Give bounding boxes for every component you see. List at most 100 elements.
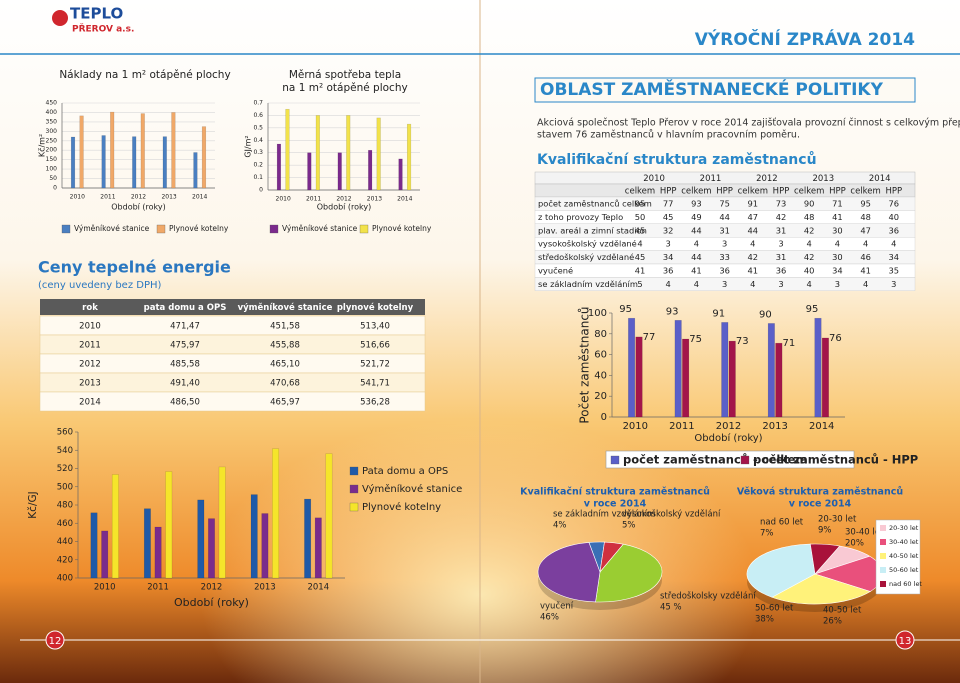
- legend-swatch: [880, 539, 886, 545]
- legend-label: Plynové kotelny: [169, 224, 229, 233]
- table-cell: 45: [635, 252, 646, 262]
- table-cell: 48: [804, 212, 815, 222]
- chart-title: v roce 2014: [584, 499, 647, 510]
- pie-label: vysokoškolský vzdělání: [622, 509, 721, 520]
- x-tick-label: 2010: [623, 421, 648, 432]
- legend-label: počet zaměstnanců - HPP: [753, 453, 918, 467]
- bar: [218, 466, 226, 579]
- x-tick-label: 2010: [70, 194, 85, 201]
- legend-label: 20-30 let: [889, 524, 919, 532]
- legend-swatch: [349, 484, 359, 494]
- y-tick-label: 0.4: [253, 137, 263, 144]
- x-tick-label: 2013: [161, 194, 176, 201]
- table-cell: 48: [860, 212, 871, 222]
- table-cell: 4: [863, 239, 868, 249]
- bar: [276, 143, 282, 191]
- report-title: VÝROČNÍ ZPRÁVA 2014: [695, 28, 915, 50]
- y-tick-label: 0: [601, 412, 607, 423]
- x-tick-label: 2010: [94, 583, 116, 593]
- table-cell: 45: [635, 225, 646, 235]
- table-cell: 4: [835, 239, 840, 249]
- y-tick-label: 60: [594, 350, 607, 361]
- bar: [775, 342, 783, 418]
- table-header: pata domu a OPS: [144, 303, 227, 313]
- bar: [201, 126, 207, 189]
- x-axis-title: Období (roky): [111, 203, 166, 212]
- table-cell: 35: [889, 266, 900, 276]
- data-label: 95: [619, 304, 632, 315]
- table-cell: 471,47: [170, 322, 200, 332]
- bar: [285, 108, 290, 191]
- table-cell: 3: [666, 239, 671, 249]
- y-axis-title: Počet zaměstnanců: [578, 306, 592, 423]
- legend-swatch: [156, 224, 166, 234]
- bar: [154, 526, 162, 579]
- pie-label: 40-50 let: [823, 606, 862, 616]
- y-tick-label: 40: [594, 370, 607, 381]
- table-cell: 2011: [79, 341, 101, 351]
- x-tick-label: 2012: [201, 583, 223, 593]
- y-tick-label: 0.7: [253, 100, 263, 107]
- table-cell: 36: [719, 266, 730, 276]
- bar: [79, 115, 84, 189]
- page-number: 13: [899, 636, 912, 647]
- pie-label: 20-30 let: [818, 515, 857, 525]
- table-cell: 90: [804, 199, 815, 209]
- pie-slice: [595, 543, 663, 603]
- bar: [171, 112, 176, 189]
- bar: [682, 338, 690, 418]
- bar: [250, 494, 258, 579]
- legend-swatch: [269, 224, 279, 234]
- pie-label: se základním vzděláním: [553, 510, 655, 520]
- legend-swatch: [880, 581, 886, 587]
- table-cell: 4: [637, 239, 642, 249]
- table-cell: 41: [635, 266, 646, 276]
- legend-label: Pata domu a OPS: [362, 466, 448, 477]
- table-cell: 455,88: [270, 341, 300, 351]
- bar: [376, 117, 381, 191]
- section-box: [534, 77, 916, 103]
- y-tick-label: 420: [57, 555, 73, 565]
- table-cell: 4: [750, 239, 755, 249]
- chart-title: Náklady na 1 m² otápěné plochy: [59, 69, 230, 81]
- table-cell: 4: [694, 279, 699, 289]
- legend-swatch: [349, 466, 359, 476]
- table-cell: 41: [748, 266, 759, 276]
- legend-label: Výměníkové stanice: [362, 483, 462, 495]
- table-cell: 486,50: [170, 398, 200, 408]
- chart-title: Kvalifikační struktura zaměstnanců: [520, 487, 710, 498]
- table-cell: 5: [637, 279, 642, 289]
- x-tick-label: 2010: [276, 196, 291, 203]
- bar: [70, 136, 76, 189]
- table-subheader: celkem: [850, 187, 880, 197]
- bar: [90, 512, 98, 579]
- data-label: 95: [806, 304, 819, 315]
- y-axis-title: Kč/m²: [37, 134, 47, 157]
- table-cell: 31: [776, 225, 787, 235]
- table-cell: 34: [889, 252, 900, 262]
- table-cell: 451,58: [270, 322, 300, 332]
- y-tick-label: 0.6: [253, 112, 263, 119]
- table-cell: 4: [694, 239, 699, 249]
- bar: [721, 322, 729, 418]
- y-tick-label: 300: [46, 128, 58, 135]
- data-label: 73: [736, 336, 749, 347]
- data-label: 75: [689, 334, 702, 345]
- legend-label: 40-50 let: [889, 552, 919, 560]
- data-label: 91: [712, 308, 725, 319]
- legend-label: nad 60 let: [889, 580, 922, 588]
- table-cell: 46: [860, 252, 871, 262]
- x-tick-label: 2014: [809, 421, 834, 432]
- table-year: 2014: [869, 174, 891, 184]
- pie-value-label: 46%: [540, 613, 559, 623]
- table-cell: 4: [666, 279, 671, 289]
- table-cell: 47: [860, 225, 871, 235]
- chart-title: Měrná spotřeba tepla: [289, 69, 401, 81]
- table-cell: 76: [889, 199, 900, 209]
- table-cell: 34: [832, 266, 843, 276]
- y-tick-label: 150: [46, 156, 58, 163]
- table-cell: 4: [750, 279, 755, 289]
- y-tick-label: 0: [259, 187, 263, 194]
- x-tick-label: 2014: [307, 583, 329, 593]
- table-cell: 2013: [79, 379, 101, 389]
